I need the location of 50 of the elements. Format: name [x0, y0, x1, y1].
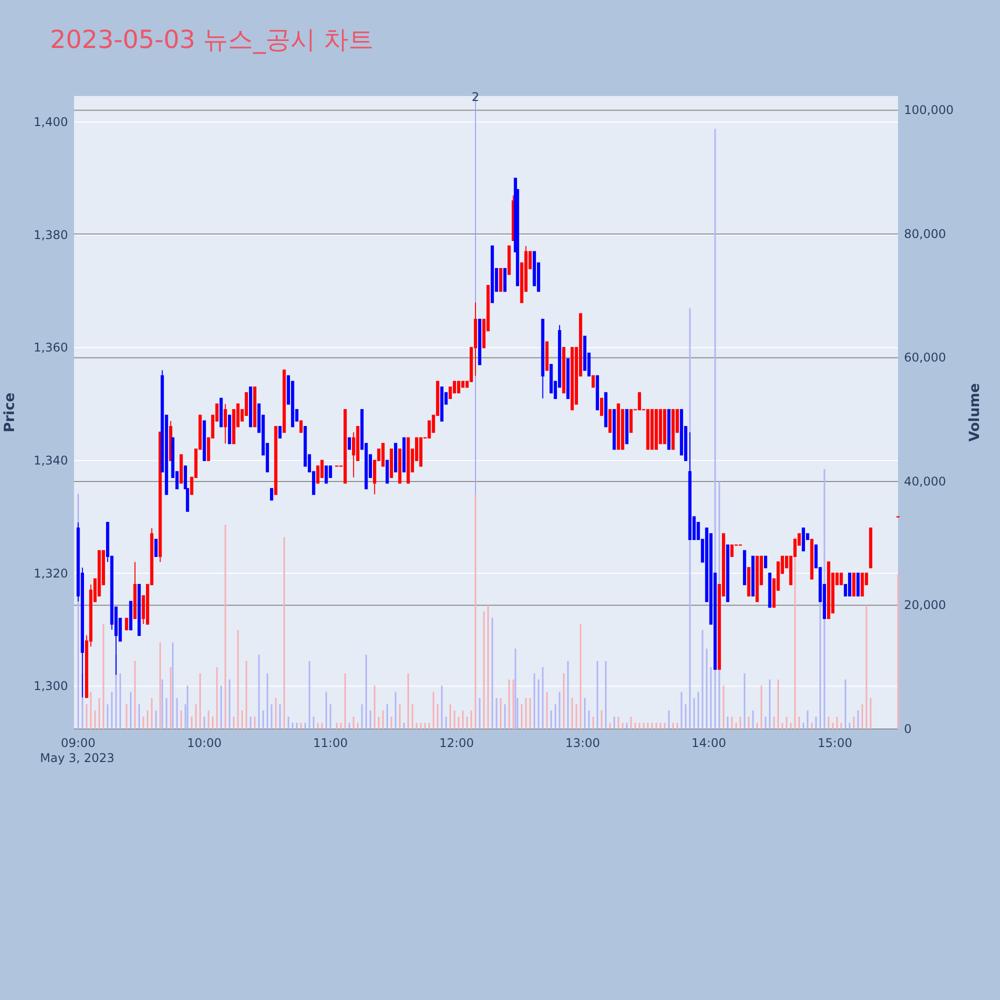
x-tick-label: 15:00 — [818, 736, 852, 750]
candlestick — [278, 426, 282, 438]
candlestick — [848, 572, 852, 596]
candlestick — [457, 380, 460, 394]
candlestick — [608, 409, 612, 433]
candlestick — [381, 442, 385, 467]
candlestick — [592, 375, 595, 388]
y2-tick-label: 0 — [904, 722, 912, 736]
candlestick — [386, 460, 389, 484]
ref-line-label: 2 — [472, 90, 480, 104]
candlestick — [503, 268, 507, 292]
y-tick-label: 1,360 — [34, 340, 68, 355]
y2-tick-label: 20,000 — [904, 598, 946, 612]
candlestick — [299, 420, 303, 433]
candlestick — [730, 544, 734, 557]
x-tick-label: 13:00 — [565, 736, 600, 750]
y-axis-title: Price — [2, 392, 18, 432]
y-tick-label: 1,380 — [34, 228, 68, 242]
y-tick-label: 1,340 — [34, 453, 68, 468]
x-tick-label: 14:00 — [692, 736, 726, 750]
candlestick — [852, 572, 856, 596]
candlestick — [629, 409, 633, 433]
candlestick — [324, 465, 328, 484]
candlestick — [124, 618, 128, 630]
candlestick — [154, 538, 158, 557]
candlestick — [764, 556, 768, 568]
x-tick-label: 12:00 — [439, 736, 474, 750]
y2-tick-label: 100,000 — [904, 103, 954, 118]
candlestick — [638, 392, 642, 410]
y-tick-label: 1,400 — [34, 114, 68, 129]
x-tick-label: 11:00 — [313, 736, 348, 750]
title: 2023-05-03 뉴스_공시 차트 — [50, 25, 374, 54]
y2-tick-label: 60,000 — [904, 350, 946, 365]
candlestick — [840, 572, 843, 586]
candlestick — [499, 268, 502, 292]
text: May 3, 2023 — [40, 751, 114, 765]
x-tick-label: 10:00 — [187, 736, 222, 750]
y2-tick-label: 40,000 — [904, 474, 946, 488]
candlestick — [600, 398, 604, 416]
candlestick — [860, 572, 864, 596]
y2-axis-title: Volume — [967, 383, 983, 442]
candlestick — [270, 488, 274, 501]
candlestick — [856, 572, 860, 596]
y2-tick-label: 80,000 — [904, 226, 946, 241]
y-tick-label: 1,320 — [34, 566, 68, 580]
candlestick — [224, 404, 227, 444]
candlestick — [802, 528, 806, 552]
candlestick — [348, 437, 351, 450]
y-tick-label: 1,300 — [34, 679, 68, 694]
x-tick-label: 09:00 — [60, 736, 96, 750]
